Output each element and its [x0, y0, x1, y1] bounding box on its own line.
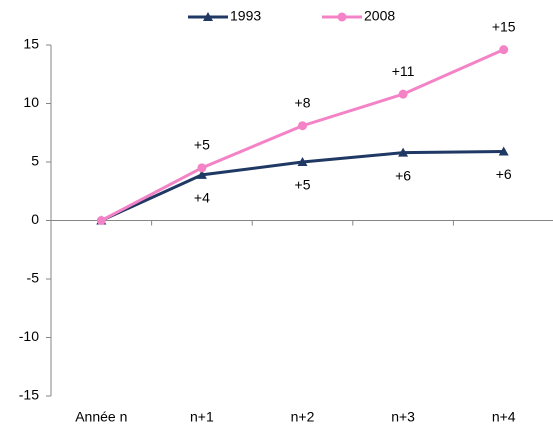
data-label: +11: [392, 63, 415, 79]
point: [499, 45, 509, 55]
legend-label: 2008: [364, 8, 395, 24]
point: [96, 216, 106, 225]
y-tick-label: 10: [23, 94, 39, 110]
data-label: +4: [194, 190, 210, 206]
point: [297, 157, 308, 166]
point: [196, 169, 207, 179]
y-tick-label: 5: [31, 153, 39, 169]
point: [498, 146, 509, 156]
point: [298, 121, 307, 131]
data-label: +15: [492, 18, 516, 34]
data-label: +5: [194, 137, 210, 153]
data-label: +5: [295, 177, 311, 193]
y-tick-label: -10: [19, 328, 39, 344]
x-tick-label: n+4: [492, 409, 516, 425]
data-label: +6: [395, 167, 411, 183]
x-tick-label: n+2: [291, 409, 315, 425]
y-tick-label: -15: [19, 387, 39, 403]
series-line: [100, 48, 505, 222]
x-tick-label: n+1: [190, 409, 214, 425]
legend-label: 1993: [230, 8, 261, 24]
data-label: +6: [496, 166, 512, 182]
legend-marker: [203, 12, 213, 21]
legend-marker: [337, 12, 347, 22]
y-tick-label: 15: [23, 36, 39, 52]
data-label: +8: [295, 94, 311, 110]
x-tick-label: Année n: [75, 409, 127, 425]
point: [197, 163, 207, 173]
y-tick-label: -5: [27, 270, 40, 286]
point: [398, 89, 408, 99]
y-tick-label: 0: [31, 211, 39, 227]
point: [398, 147, 409, 157]
x-tick-label: n+3: [391, 409, 415, 425]
